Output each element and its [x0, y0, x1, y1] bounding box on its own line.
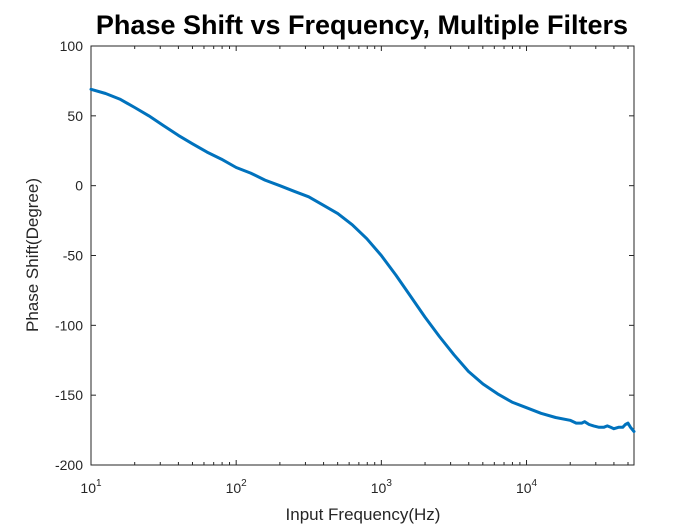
y-tick-label: -200	[55, 457, 83, 473]
x-tick-base: 10	[226, 480, 242, 496]
y-tick-label: 0	[75, 178, 83, 194]
y-tick-label: 100	[60, 38, 84, 54]
x-tick-label: 101	[80, 478, 102, 496]
y-tick-label: -50	[63, 248, 83, 264]
x-tick-exponent: 1	[96, 478, 102, 489]
chart-title: Phase Shift vs Frequency, Multiple Filte…	[96, 10, 628, 40]
x-tick-label: 103	[371, 478, 393, 496]
y-axis-ticks: 100 50 0 -50 -100 -150 -200	[55, 38, 634, 473]
y-tick-label: -100	[55, 317, 83, 333]
x-tick-exponent: 4	[532, 478, 538, 489]
y-tick-label: -150	[55, 387, 83, 403]
y-tick-label: 50	[67, 108, 83, 124]
x-tick-base: 10	[516, 480, 532, 496]
series-line-phase	[89, 87, 636, 433]
x-tick-exponent: 3	[386, 478, 392, 489]
plot-area	[90, 45, 635, 466]
x-tick-label: 102	[226, 478, 248, 496]
x-tick-exponent: 2	[241, 478, 247, 489]
x-axis-label: Input Frequency(Hz)	[286, 505, 441, 524]
y-axis-label: Phase Shift(Degree)	[23, 178, 42, 332]
x-tick-base: 10	[80, 480, 96, 496]
x-tick-base: 10	[371, 480, 387, 496]
x-axis-ticks: 101 102 103 104	[80, 46, 629, 496]
x-tick-label: 104	[516, 478, 538, 496]
